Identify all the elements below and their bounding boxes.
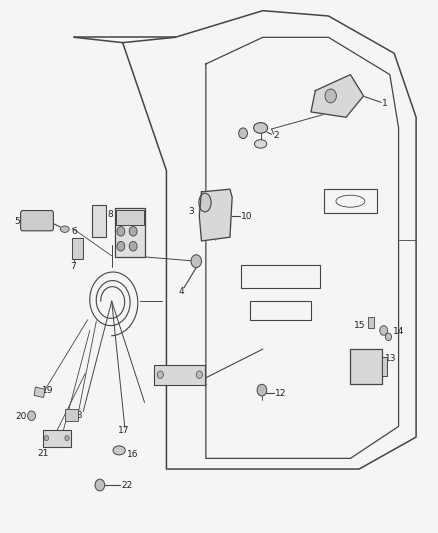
Bar bbox=[92, 205, 106, 237]
Ellipse shape bbox=[254, 140, 267, 148]
Ellipse shape bbox=[113, 446, 125, 455]
Text: 3: 3 bbox=[188, 207, 194, 216]
Text: 10: 10 bbox=[241, 212, 252, 221]
Bar bbox=[368, 317, 374, 328]
Circle shape bbox=[191, 255, 201, 268]
Text: 19: 19 bbox=[42, 386, 53, 394]
Bar bbox=[34, 387, 45, 398]
Circle shape bbox=[325, 89, 336, 103]
Circle shape bbox=[385, 333, 392, 341]
Bar bbox=[72, 238, 83, 259]
Circle shape bbox=[117, 227, 125, 236]
Circle shape bbox=[239, 128, 247, 139]
Bar bbox=[65, 409, 78, 421]
Circle shape bbox=[117, 241, 125, 251]
Text: 7: 7 bbox=[71, 262, 77, 271]
Ellipse shape bbox=[254, 123, 268, 133]
Text: 17: 17 bbox=[118, 426, 130, 435]
Text: 13: 13 bbox=[385, 354, 397, 362]
Polygon shape bbox=[199, 189, 232, 241]
Circle shape bbox=[65, 435, 69, 441]
Text: 14: 14 bbox=[393, 327, 405, 336]
Text: 22: 22 bbox=[122, 481, 133, 490]
Bar bbox=[324, 189, 377, 213]
Bar bbox=[350, 349, 382, 384]
Bar bbox=[154, 365, 205, 385]
Bar bbox=[382, 357, 387, 376]
Text: 15: 15 bbox=[354, 321, 366, 329]
Text: 21: 21 bbox=[37, 449, 49, 458]
Polygon shape bbox=[311, 75, 364, 117]
Bar bbox=[250, 301, 311, 320]
Bar bbox=[241, 265, 320, 288]
Text: 6: 6 bbox=[71, 228, 77, 236]
Text: 16: 16 bbox=[127, 450, 138, 458]
Bar bbox=[115, 208, 145, 257]
Text: 11: 11 bbox=[197, 378, 208, 387]
Bar bbox=[43, 430, 71, 447]
Text: 5: 5 bbox=[14, 217, 20, 226]
Text: 1: 1 bbox=[382, 99, 388, 108]
Circle shape bbox=[28, 411, 35, 421]
Text: 4: 4 bbox=[179, 287, 184, 296]
Text: 12: 12 bbox=[275, 389, 286, 398]
Circle shape bbox=[196, 371, 202, 378]
FancyBboxPatch shape bbox=[21, 211, 53, 231]
Circle shape bbox=[95, 479, 105, 491]
Text: 18: 18 bbox=[72, 411, 84, 420]
Ellipse shape bbox=[60, 226, 69, 232]
Circle shape bbox=[257, 384, 267, 396]
Bar bbox=[116, 210, 144, 225]
Text: 8: 8 bbox=[107, 210, 113, 219]
Circle shape bbox=[129, 227, 137, 236]
Circle shape bbox=[157, 371, 163, 378]
Text: 2: 2 bbox=[273, 131, 279, 140]
Ellipse shape bbox=[199, 193, 211, 212]
Circle shape bbox=[44, 435, 49, 441]
Text: 20: 20 bbox=[15, 413, 26, 421]
Circle shape bbox=[380, 326, 388, 335]
Circle shape bbox=[129, 241, 137, 251]
